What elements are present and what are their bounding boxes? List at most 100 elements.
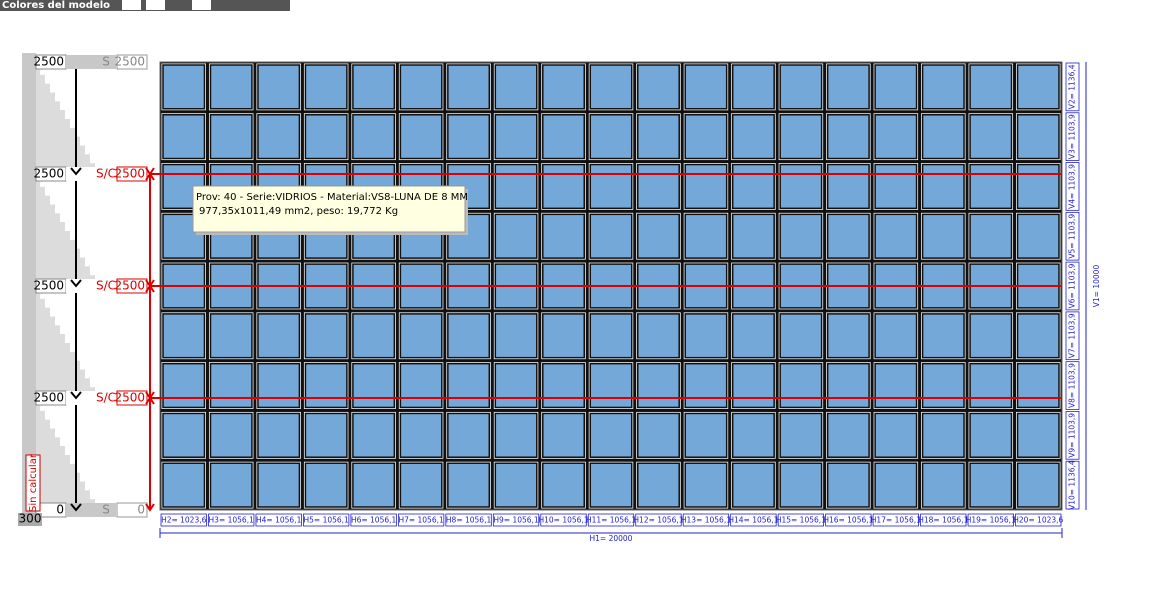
glass-panel[interactable]	[779, 313, 823, 359]
glass-panel[interactable]	[589, 114, 633, 160]
glass-panel[interactable]	[1016, 213, 1060, 259]
glass-panel[interactable]	[826, 163, 870, 210]
glass-panel[interactable]	[257, 114, 301, 160]
glass-panel[interactable]	[636, 362, 680, 409]
glass-panel[interactable]	[304, 462, 348, 508]
glass-panel[interactable]	[589, 362, 633, 409]
glass-panel[interactable]	[969, 462, 1013, 508]
glass-panel[interactable]	[447, 313, 491, 359]
glass-panel[interactable]	[447, 362, 491, 409]
glass-panel[interactable]	[826, 462, 870, 508]
glass-panel[interactable]	[447, 64, 491, 110]
glass-panel[interactable]	[779, 462, 823, 508]
glass-panel[interactable]	[257, 64, 301, 110]
glass-panel[interactable]	[589, 462, 633, 508]
glass-panel[interactable]	[969, 163, 1013, 210]
glass-panel[interactable]	[779, 163, 823, 210]
glass-panel[interactable]	[494, 462, 538, 508]
glass-panel[interactable]	[874, 213, 918, 259]
glass-panel[interactable]	[162, 64, 206, 110]
glass-panel[interactable]	[921, 64, 965, 110]
glass-panel[interactable]	[494, 362, 538, 409]
glass-panel[interactable]	[352, 412, 396, 458]
glass-panel[interactable]	[874, 412, 918, 458]
glass-panel[interactable]	[304, 313, 348, 359]
glass-panel[interactable]	[1016, 64, 1060, 110]
color-swatch[interactable]	[146, 0, 165, 10]
glass-panel[interactable]	[542, 412, 586, 458]
glass-panel[interactable]	[636, 64, 680, 110]
glass-panel[interactable]	[969, 64, 1013, 110]
glass-panel[interactable]	[542, 114, 586, 160]
glass-panel[interactable]	[352, 64, 396, 110]
glass-panel[interactable]	[447, 114, 491, 160]
glass-panel[interactable]	[921, 163, 965, 210]
glass-panel[interactable]	[874, 64, 918, 110]
glass-panel[interactable]	[399, 313, 443, 359]
glass-panel[interactable]	[921, 114, 965, 160]
glass-panel[interactable]	[874, 462, 918, 508]
color-swatch[interactable]	[192, 0, 211, 10]
glass-panel[interactable]	[257, 313, 301, 359]
glass-panel[interactable]	[304, 362, 348, 409]
glass-panel[interactable]	[969, 362, 1013, 409]
glass-panel[interactable]	[779, 213, 823, 259]
glass-panel[interactable]	[779, 412, 823, 458]
glass-panel[interactable]	[731, 163, 775, 210]
glass-panel[interactable]	[352, 462, 396, 508]
glass-panel[interactable]	[969, 313, 1013, 359]
glass-panel[interactable]	[162, 462, 206, 508]
glass-panel[interactable]	[494, 213, 538, 259]
glass-panel[interactable]	[352, 362, 396, 409]
glass-panel[interactable]	[542, 462, 586, 508]
glass-panel[interactable]	[257, 462, 301, 508]
glass-panel[interactable]	[636, 313, 680, 359]
glass-panel[interactable]	[731, 114, 775, 160]
glass-panel[interactable]	[826, 362, 870, 409]
glass-panel[interactable]	[684, 163, 728, 210]
glass-panel[interactable]	[874, 313, 918, 359]
glass-panel[interactable]	[542, 313, 586, 359]
glass-panel[interactable]	[731, 362, 775, 409]
glass-panel[interactable]	[636, 114, 680, 160]
glass-panel[interactable]	[921, 462, 965, 508]
glass-panel[interactable]	[731, 64, 775, 110]
glass-panel[interactable]	[494, 412, 538, 458]
glass-panel[interactable]	[1016, 163, 1060, 210]
glass-panel[interactable]	[969, 213, 1013, 259]
glass-panel[interactable]	[636, 462, 680, 508]
glass-panel[interactable]	[209, 114, 253, 160]
glass-panel[interactable]	[399, 412, 443, 458]
glass-panel[interactable]	[826, 64, 870, 110]
glass-panel[interactable]	[162, 412, 206, 458]
glass-panel[interactable]	[542, 213, 586, 259]
glass-panel[interactable]	[447, 412, 491, 458]
glass-panel[interactable]	[589, 313, 633, 359]
glass-panel[interactable]	[636, 213, 680, 259]
glass-panel[interactable]	[636, 412, 680, 458]
glass-panel[interactable]	[304, 114, 348, 160]
glass-panel[interactable]	[684, 213, 728, 259]
glass-panel[interactable]	[969, 114, 1013, 160]
glass-panel[interactable]	[731, 412, 775, 458]
glass-panel[interactable]	[352, 313, 396, 359]
glass-panel[interactable]	[257, 362, 301, 409]
glass-panel[interactable]	[1016, 462, 1060, 508]
glass-panel[interactable]	[636, 163, 680, 210]
glass-panel[interactable]	[209, 462, 253, 508]
glass-panel[interactable]	[1016, 114, 1060, 160]
glass-panel[interactable]	[399, 64, 443, 110]
glass-panel[interactable]	[542, 362, 586, 409]
glass-panel[interactable]	[874, 163, 918, 210]
glass-panel[interactable]	[779, 64, 823, 110]
glass-panel[interactable]	[542, 163, 586, 210]
glass-panel[interactable]	[731, 213, 775, 259]
glass-panel[interactable]	[209, 313, 253, 359]
glass-panel[interactable]	[589, 163, 633, 210]
glass-panel[interactable]	[779, 114, 823, 160]
glass-panel[interactable]	[162, 114, 206, 160]
glass-panel[interactable]	[494, 163, 538, 210]
glass-panel[interactable]	[209, 362, 253, 409]
glass-panel[interactable]	[1016, 362, 1060, 409]
glass-panel[interactable]	[921, 362, 965, 409]
